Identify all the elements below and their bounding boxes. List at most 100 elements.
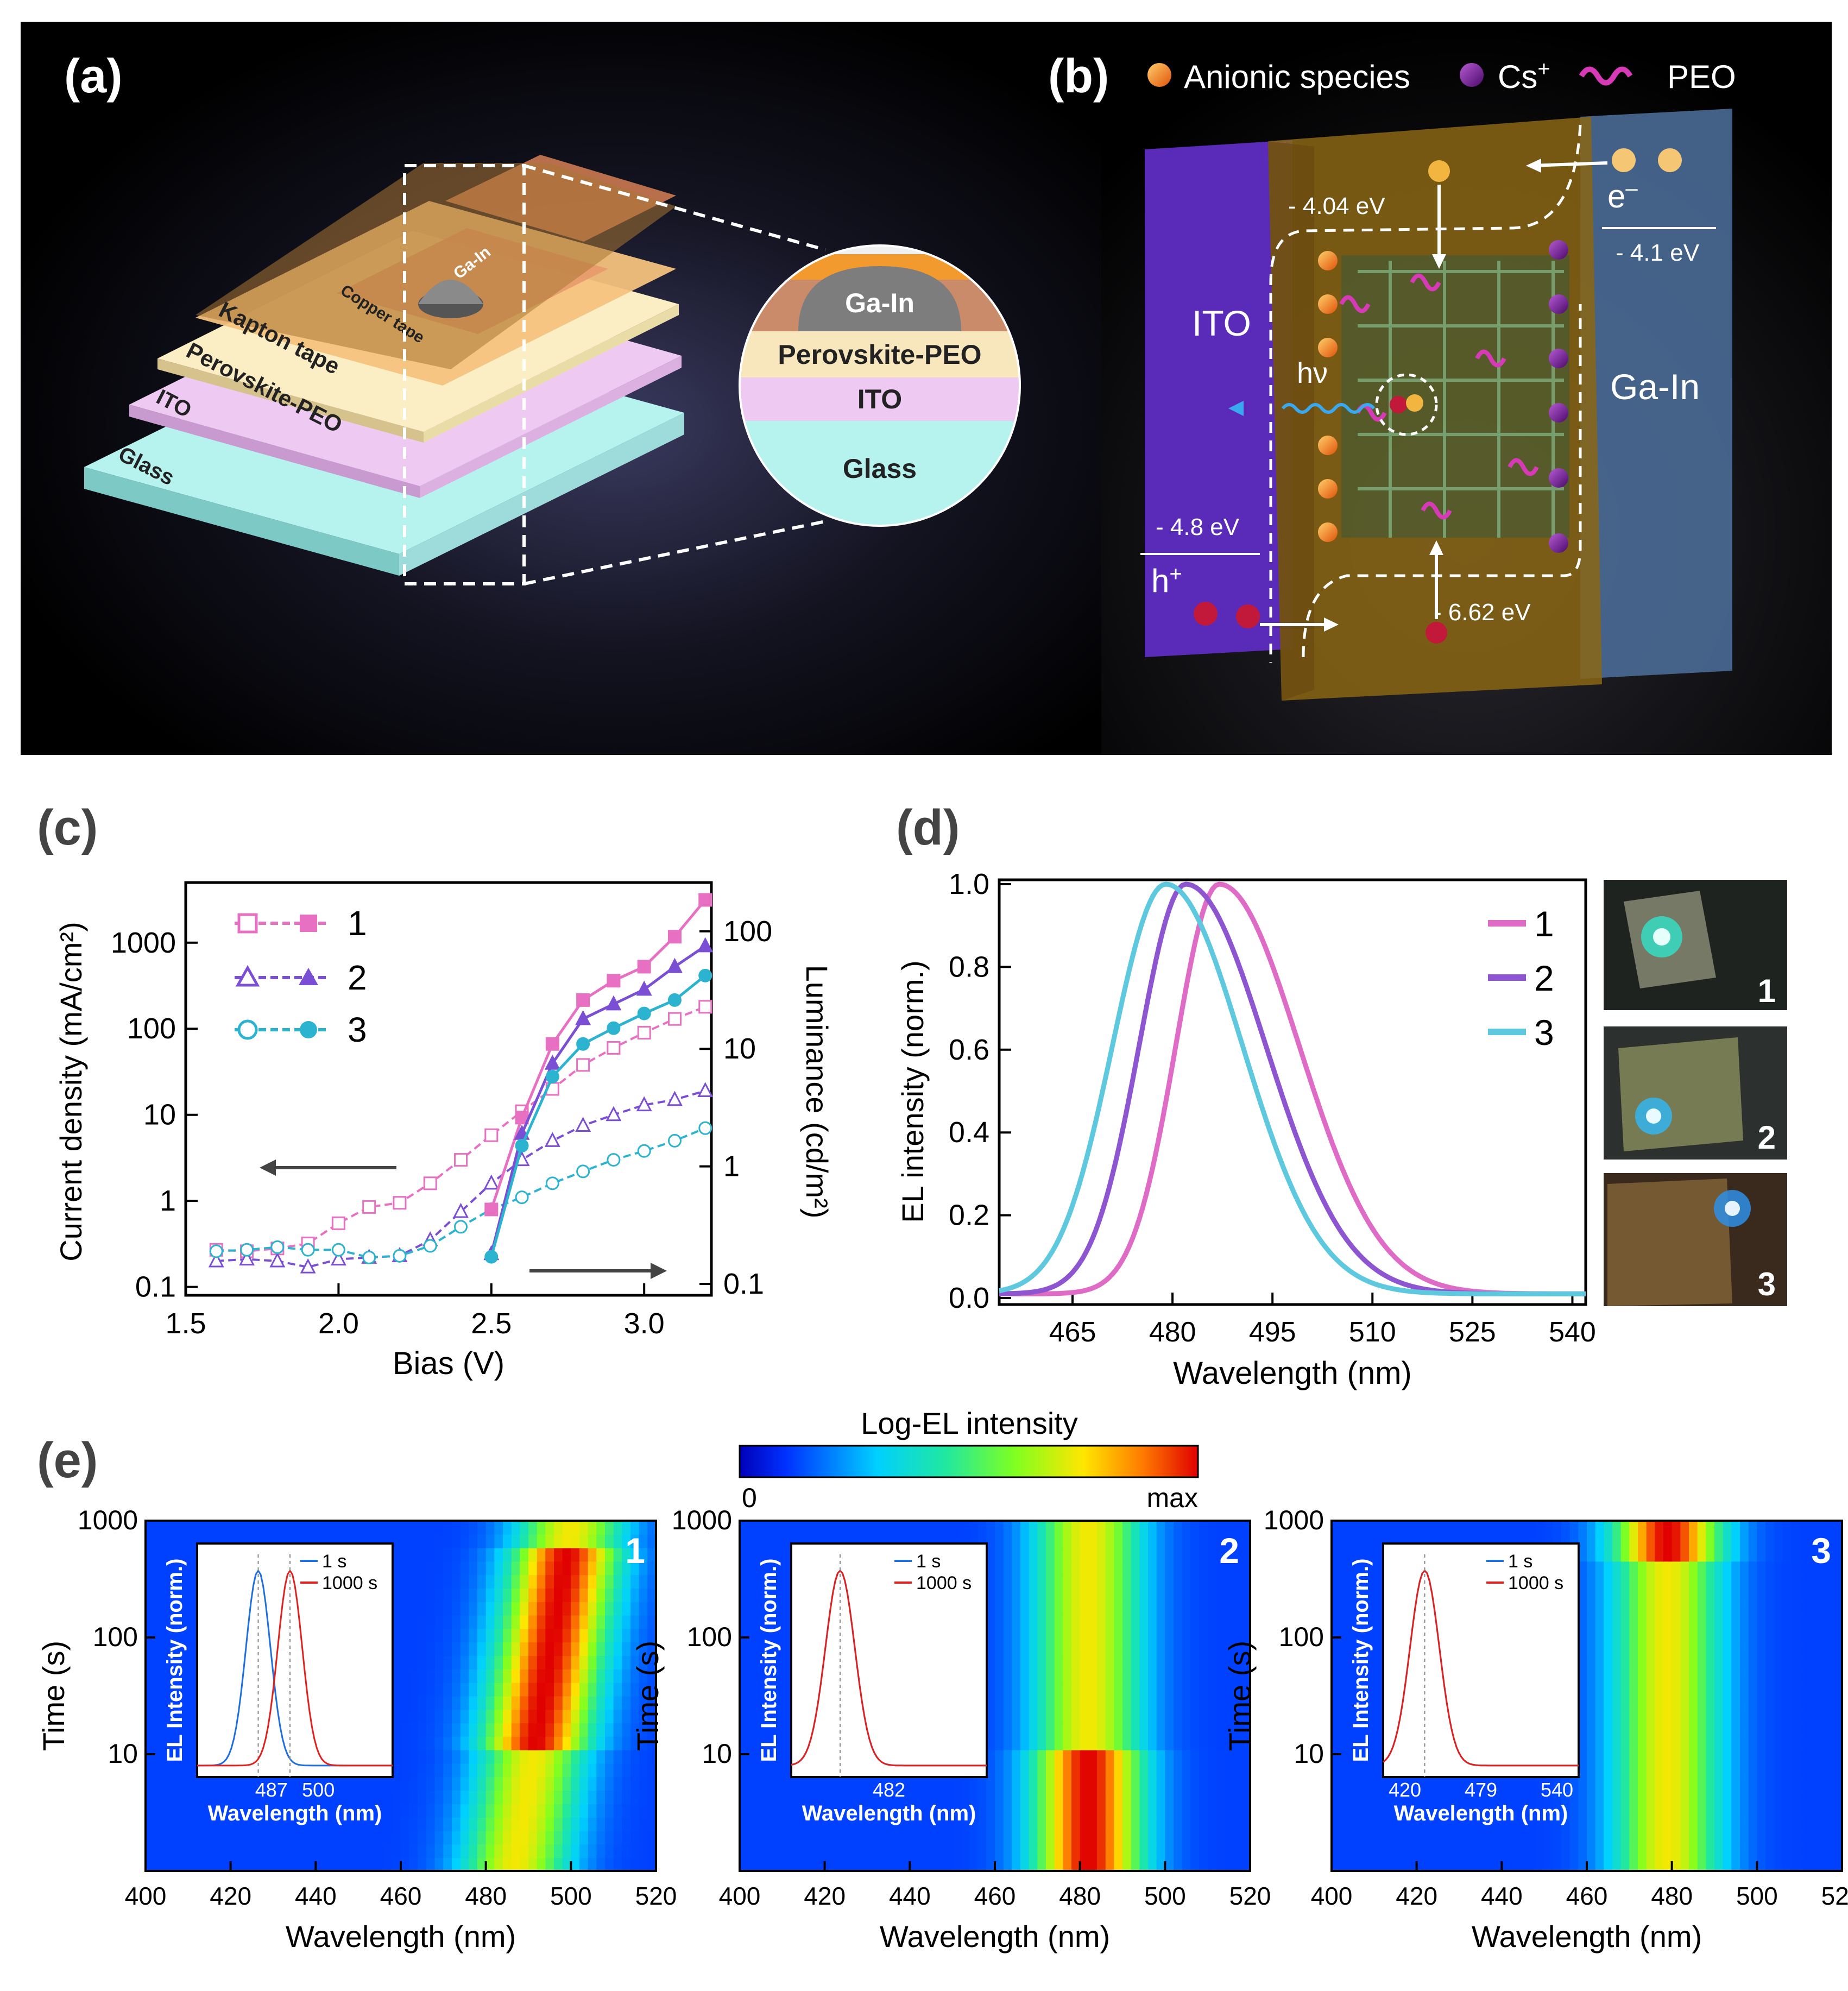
heatmap-cell <box>1765 1547 1775 1562</box>
heatmap-cell <box>179 1749 189 1764</box>
current-point-2 <box>606 1106 622 1121</box>
heatmap-cell <box>1241 1830 1251 1845</box>
heatmap-cell <box>316 1521 325 1535</box>
heatmap-cell <box>647 1763 657 1778</box>
heatmap-cell <box>528 1547 538 1562</box>
heatmap-cell <box>1672 1749 1681 1764</box>
heatmap-cell <box>1332 1749 1341 1764</box>
heatmap-cell <box>1553 1857 1562 1872</box>
heatmap-cell <box>1357 1790 1366 1804</box>
heatmap-cell <box>1612 1763 1622 1778</box>
luminance-point-2 <box>636 980 652 996</box>
heatmap-cell <box>485 1668 495 1683</box>
heatmap-cell <box>520 1601 529 1616</box>
heatmap-cell <box>1122 1817 1132 1831</box>
heatmap-cell <box>171 1521 180 1535</box>
heatmap-cell <box>926 1817 936 1831</box>
heatmap-cell <box>418 1696 427 1710</box>
heatmap-cell <box>418 1682 427 1697</box>
heatmap-cell <box>1680 1830 1689 1845</box>
heatmap-cell <box>1054 1817 1064 1831</box>
heatmap-cell <box>460 1668 470 1683</box>
heatmap-cell <box>401 1830 410 1845</box>
inset-tick-label: 500 <box>302 1779 335 1801</box>
heatmap-cell <box>460 1534 470 1548</box>
heatmap-cell <box>179 1817 189 1831</box>
heatmap-xlabel: Wavelength (nm) <box>286 1919 516 1954</box>
luminance-point-3 <box>545 1069 559 1083</box>
heatmap-cell <box>571 1615 580 1629</box>
heatmap-cell <box>426 1736 436 1750</box>
heatmap-cell <box>1620 1534 1630 1548</box>
heatmap-cell <box>434 1790 444 1804</box>
heatmap-cell <box>222 1521 231 1535</box>
heatmap-cell <box>918 1817 928 1831</box>
heatmap-cell <box>1825 1601 1834 1616</box>
heatmap-cell <box>324 1776 333 1791</box>
heatmap-cell <box>1340 1601 1349 1616</box>
heatmap-cell <box>1706 1668 1715 1683</box>
heatmap-cell <box>316 1804 325 1818</box>
heatmap-cell <box>494 1844 503 1858</box>
heatmap-cell <box>528 1857 538 1872</box>
heatmap-cell <box>1071 1547 1081 1562</box>
heatmap-cell <box>477 1844 487 1858</box>
heatmap-cell <box>520 1642 529 1656</box>
heatmap-cell <box>1037 1857 1046 1872</box>
heatmap-cell <box>1578 1830 1587 1845</box>
electron-2 <box>1658 148 1682 172</box>
heatmap-cell <box>1629 1804 1638 1818</box>
heatmap-cell <box>545 1655 554 1669</box>
heatmap-cell <box>630 1696 640 1710</box>
heatmap-cell <box>782 1615 791 1629</box>
heatmap-cell <box>1080 1723 1089 1737</box>
heatmap-cell <box>1182 1628 1191 1643</box>
heatmap-cell <box>1122 1830 1132 1845</box>
heatmap-cell <box>281 1521 291 1535</box>
heatmap-cell <box>1680 1817 1689 1831</box>
heatmap-cell <box>162 1830 172 1845</box>
heatmap-cell <box>316 1776 325 1791</box>
heatmap-cell <box>367 1844 376 1858</box>
heatmap-cell <box>1629 1561 1638 1576</box>
electron-injection-arrow <box>1531 161 1608 167</box>
heatmap-cell <box>588 1790 597 1804</box>
heatmap-cell <box>748 1628 758 1643</box>
heatmap-cell <box>1731 1763 1740 1778</box>
heatmap-cell <box>588 1763 597 1778</box>
heatmap-cell <box>782 1749 791 1764</box>
heatmap-cell <box>154 1804 163 1818</box>
x-tick-label: 400 <box>125 1882 167 1910</box>
heatmap-cell <box>256 1790 266 1804</box>
heatmap-cell <box>434 1655 444 1669</box>
plot-c-frame <box>184 881 713 1297</box>
heatmap-cell <box>1088 1736 1098 1750</box>
colorbar-max: max <box>1147 1483 1198 1513</box>
heatmap-cell <box>613 1696 623 1710</box>
heatmap-cell <box>1757 1709 1766 1724</box>
heatmap-cell <box>171 1628 180 1643</box>
heatmap-cell <box>1765 1830 1775 1845</box>
heatmap-cell <box>392 1804 401 1818</box>
heatmap-cell <box>622 1574 631 1589</box>
heatmap-id-label: 1 <box>625 1530 645 1571</box>
heatmap-cell <box>443 1588 452 1602</box>
heatmap-cell <box>1467 1844 1477 1858</box>
heatmap-cell <box>622 1682 631 1697</box>
heatmap-cell <box>426 1749 436 1764</box>
heatmap-cell <box>1003 1668 1013 1683</box>
heatmap-cell <box>571 1628 580 1643</box>
heatmap-cell <box>162 1521 172 1535</box>
heatmap-cell <box>1063 1844 1072 1858</box>
heatmap-cell <box>596 1574 606 1589</box>
heatmap-cell <box>1655 1615 1664 1629</box>
heatmap-cell <box>1680 1642 1689 1656</box>
heatmap-cell <box>392 1642 401 1656</box>
heatmap-cell <box>1088 1709 1098 1724</box>
heatmap-cell <box>1740 1804 1749 1818</box>
heatmap-cell <box>867 1521 876 1535</box>
heatmap-cell <box>1655 1776 1664 1791</box>
heatmap-cell <box>401 1668 410 1683</box>
heatmap-cell <box>1071 1709 1081 1724</box>
heatmap-cell <box>1825 1749 1834 1764</box>
